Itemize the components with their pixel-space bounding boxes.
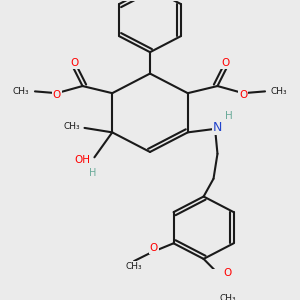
Text: CH₃: CH₃ [126, 262, 142, 271]
Text: O: O [70, 58, 79, 68]
Text: OH: OH [74, 155, 91, 165]
Text: CH₃: CH₃ [12, 87, 29, 96]
Text: H: H [226, 111, 233, 121]
Text: CH₃: CH₃ [64, 122, 80, 130]
Text: O: O [239, 90, 248, 100]
Text: N: N [213, 121, 222, 134]
Text: O: O [52, 90, 61, 100]
Text: O: O [221, 58, 230, 68]
Text: O: O [150, 243, 158, 253]
Text: H: H [89, 168, 96, 178]
Text: CH₃: CH₃ [271, 87, 288, 96]
Text: O: O [223, 268, 232, 278]
Text: CH₃: CH₃ [219, 294, 236, 300]
